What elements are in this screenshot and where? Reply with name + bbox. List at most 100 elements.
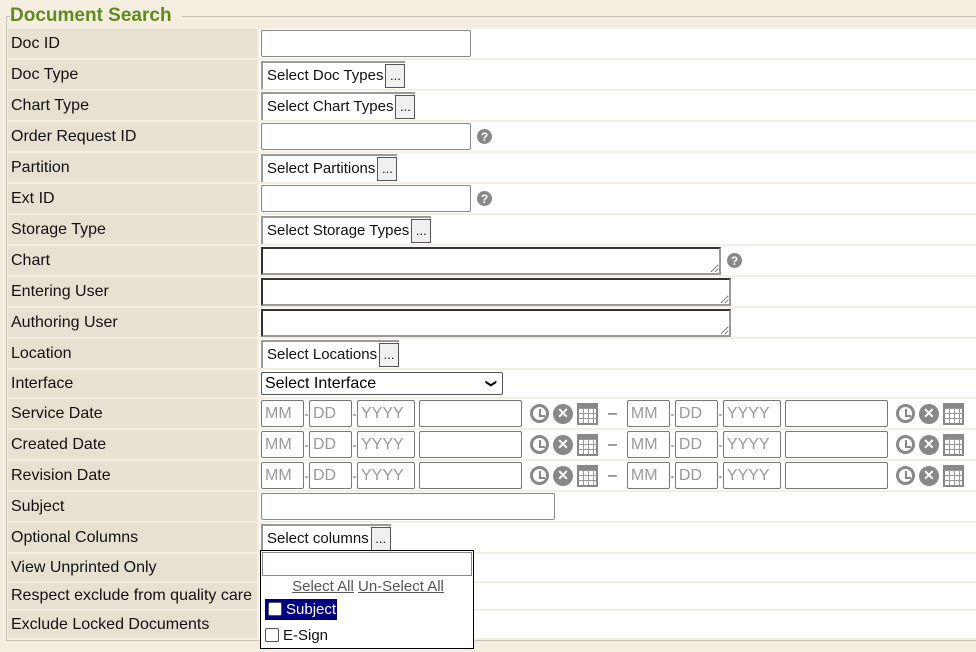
- more-button[interactable]: ...: [395, 94, 416, 119]
- clock-icon[interactable]: [530, 404, 549, 423]
- chart-input[interactable]: [261, 246, 721, 275]
- year-input[interactable]: YYYY: [722, 462, 781, 489]
- location-label: Location: [8, 339, 257, 368]
- checkbox[interactable]: [268, 602, 282, 616]
- optional-columns-label: Optional Columns: [8, 523, 257, 552]
- calendar-icon[interactable]: [577, 433, 598, 456]
- entering-user-input[interactable]: [261, 277, 731, 306]
- clock-icon[interactable]: [895, 435, 915, 454]
- time-input[interactable]: [784, 462, 888, 489]
- calendar-icon[interactable]: [577, 402, 598, 425]
- doc-type-select[interactable]: Select Doc Types...: [261, 60, 406, 89]
- year-input[interactable]: YYYY: [357, 400, 415, 427]
- year-input[interactable]: YYYY: [357, 462, 415, 489]
- more-button[interactable]: ...: [385, 63, 406, 88]
- row-respect-exclude: Respect exclude from quality care: [8, 583, 976, 609]
- day-input[interactable]: DD: [309, 400, 352, 427]
- unselect-all-link[interactable]: Un-Select All: [358, 578, 444, 595]
- clock-icon[interactable]: [530, 435, 549, 454]
- row-chart-type: Chart Type Select Chart Types...: [8, 91, 976, 120]
- chevron-down-icon: ❯: [484, 378, 497, 389]
- month-input[interactable]: MM: [261, 462, 304, 489]
- storage-type-select[interactable]: Select Storage Types...: [261, 215, 432, 244]
- doc-type-label: Doc Type: [8, 60, 257, 89]
- calendar-icon[interactable]: [942, 433, 964, 456]
- chart-label: Chart: [8, 246, 257, 275]
- month-input[interactable]: MM: [261, 431, 304, 458]
- columns-filter-input[interactable]: [262, 552, 472, 576]
- chart-type-label: Chart Type: [8, 91, 257, 120]
- row-subject: Subject: [8, 492, 976, 521]
- created-date-label: Created Date: [8, 430, 257, 459]
- more-button[interactable]: ...: [379, 342, 400, 367]
- more-button[interactable]: ...: [370, 526, 391, 551]
- ext-id-input[interactable]: [261, 185, 471, 212]
- month-input[interactable]: MM: [626, 431, 670, 458]
- optional-columns-select[interactable]: Select columns...: [261, 523, 391, 552]
- help-icon[interactable]: ?: [477, 191, 492, 206]
- time-input[interactable]: [419, 462, 522, 489]
- column-option-subject[interactable]: Subject: [261, 597, 473, 621]
- order-request-id-label: Order Request ID: [8, 122, 257, 151]
- select-all-link[interactable]: Select All: [292, 578, 354, 595]
- row-ext-id: Ext ID?: [8, 184, 976, 213]
- time-input[interactable]: [784, 431, 888, 458]
- calendar-icon[interactable]: [577, 464, 598, 487]
- time-input[interactable]: [419, 431, 522, 458]
- clock-icon[interactable]: [895, 466, 915, 485]
- ext-id-label: Ext ID: [8, 184, 257, 213]
- row-optional-columns: Optional Columns Select columns...: [8, 523, 976, 552]
- order-request-id-input[interactable]: [261, 123, 471, 150]
- checkbox[interactable]: [265, 628, 279, 642]
- row-interface: Interface Select Interface ❯: [8, 370, 976, 397]
- row-revision-date: Revision Date MM - DD - YYYY ✕ – MM - DD - YYYY ✕: [8, 461, 976, 490]
- partition-select[interactable]: Select Partitions...: [261, 153, 398, 182]
- range-separator: –: [608, 404, 617, 422]
- clear-icon[interactable]: ✕: [553, 403, 573, 424]
- help-icon[interactable]: ?: [727, 253, 742, 268]
- month-input[interactable]: MM: [261, 400, 304, 427]
- chart-type-select[interactable]: Select Chart Types...: [261, 91, 416, 120]
- year-input[interactable]: YYYY: [357, 431, 415, 458]
- authoring-user-label: Authoring User: [8, 308, 257, 337]
- clock-icon[interactable]: [895, 404, 915, 423]
- clear-icon[interactable]: ✕: [918, 403, 939, 424]
- year-input[interactable]: YYYY: [722, 400, 781, 427]
- subject-input[interactable]: [261, 493, 555, 520]
- more-button[interactable]: ...: [377, 156, 398, 181]
- year-input[interactable]: YYYY: [722, 431, 781, 458]
- more-button[interactable]: ...: [411, 218, 432, 243]
- time-input[interactable]: [419, 400, 522, 427]
- page-title: Document Search: [10, 5, 182, 27]
- day-input[interactable]: DD: [674, 431, 718, 458]
- time-input[interactable]: [784, 400, 888, 427]
- interface-label: Interface: [8, 370, 257, 397]
- day-input[interactable]: DD: [309, 431, 352, 458]
- doc-id-input[interactable]: [261, 30, 471, 57]
- range-separator: –: [608, 435, 617, 453]
- interface-select[interactable]: Select Interface ❯: [261, 372, 503, 395]
- optional-columns-dropdown: Select All Un-Select All Subject E-Sign: [260, 550, 474, 649]
- calendar-icon[interactable]: [942, 464, 964, 487]
- column-option-esign[interactable]: E-Sign: [261, 623, 473, 647]
- row-authoring-user: Authoring User: [8, 308, 976, 337]
- authoring-user-input[interactable]: [261, 308, 731, 337]
- exclude-locked-label: Exclude Locked Documents: [8, 611, 257, 638]
- calendar-icon[interactable]: [942, 402, 964, 425]
- month-input[interactable]: MM: [626, 462, 670, 489]
- location-select[interactable]: Select Locations...: [261, 339, 400, 368]
- month-input[interactable]: MM: [626, 400, 670, 427]
- clear-icon[interactable]: ✕: [553, 465, 573, 486]
- clear-icon[interactable]: ✕: [553, 434, 573, 455]
- row-location: Location Select Locations...: [8, 339, 976, 368]
- help-icon[interactable]: ?: [477, 129, 492, 144]
- day-input[interactable]: DD: [674, 400, 718, 427]
- clear-icon[interactable]: ✕: [918, 434, 939, 455]
- day-input[interactable]: DD: [309, 462, 352, 489]
- document-search-fieldset: [6, 16, 976, 641]
- row-exclude-locked: Exclude Locked Documents: [8, 611, 976, 638]
- clock-icon[interactable]: [530, 466, 549, 485]
- clear-icon[interactable]: ✕: [918, 465, 939, 486]
- row-entering-user: Entering User: [8, 277, 976, 306]
- day-input[interactable]: DD: [674, 462, 718, 489]
